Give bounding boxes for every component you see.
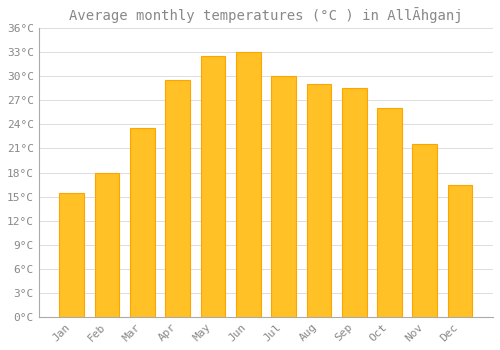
Bar xyxy=(377,108,402,317)
Bar xyxy=(200,56,226,317)
Bar xyxy=(166,80,190,317)
Bar xyxy=(306,84,331,317)
Bar xyxy=(60,193,84,317)
Bar xyxy=(271,76,296,317)
Bar xyxy=(130,128,155,317)
Bar xyxy=(94,173,120,317)
Bar xyxy=(448,184,472,317)
Bar xyxy=(342,88,366,317)
Bar xyxy=(236,52,260,317)
Title: Average monthly temperatures (°C ) in AllĀhganj: Average monthly temperatures (°C ) in Al… xyxy=(69,7,462,23)
Bar xyxy=(412,145,437,317)
